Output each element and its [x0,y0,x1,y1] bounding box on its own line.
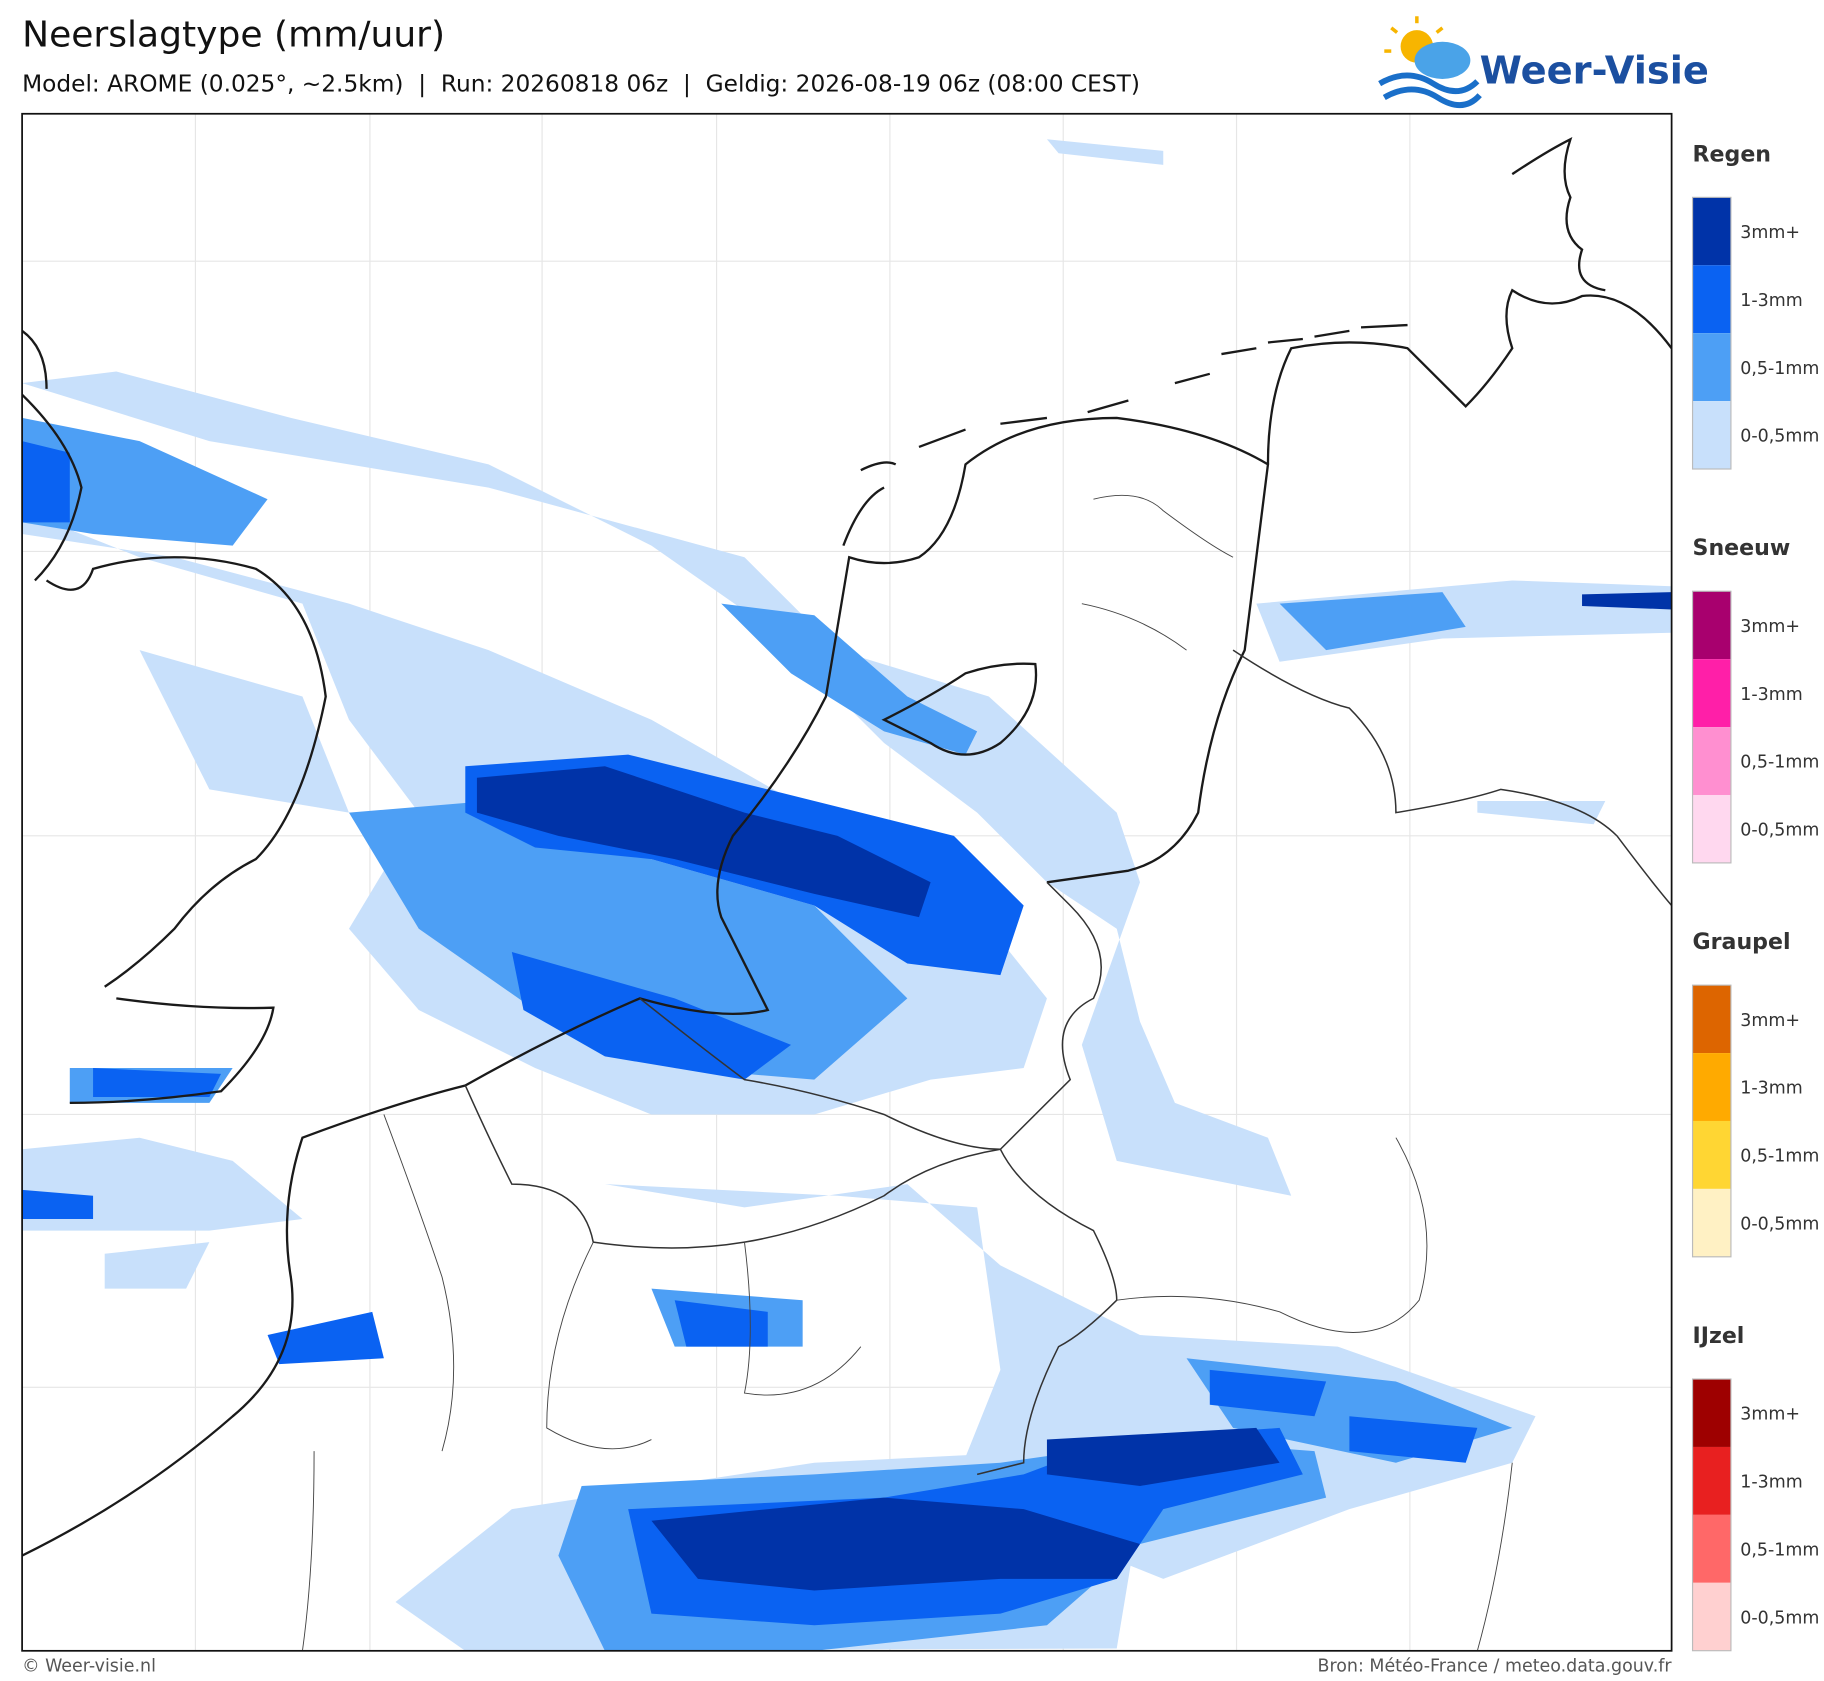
legend-swatch [1692,1582,1731,1651]
legend-swatch [1692,333,1731,402]
legend-title: IJzel [1693,1324,1745,1349]
legend-label: 1-3mm [1740,685,1802,705]
subtitle: Model: AROME (0.025°, ~2.5km) | Run: 202… [22,71,1140,98]
legend-label: 1-3mm [1740,291,1802,311]
legend-swatch [1692,401,1731,470]
legend-label: 3mm+ [1740,1405,1800,1425]
map [22,113,1672,1651]
legend-swatch [1692,1053,1731,1121]
legend-box [1691,1378,1732,1652]
logo: Weer-Visie [1378,16,1709,108]
legend-title: Graupel [1693,930,1791,955]
logo-text: Weer-Visie [1480,49,1709,94]
legend-box [1691,984,1732,1258]
legend-label: 0,5-1mm [1740,1147,1819,1167]
legend-label: 0-0,5mm [1740,427,1819,447]
legend-label: 3mm+ [1740,1011,1800,1031]
footer-left: © Weer-visie.nl [22,1657,156,1677]
legend-label: 0,5-1mm [1740,359,1819,379]
legend-label: 1-3mm [1740,1473,1802,1493]
legend-swatch [1692,1379,1731,1447]
legend-swatch [1692,1514,1731,1583]
precipitation [22,139,1672,1651]
legend-swatch [1692,985,1731,1054]
coastlines [22,137,1672,1557]
legend: Regen 3mm+ 1-3mm 0,5-1mm 0-0,5mm Sneeuw 3mm+ 1-… [1691,142,1819,1652]
legend-swatch [1692,1188,1731,1257]
legend-swatch [1692,727,1731,795]
legend-swatch [1692,1120,1731,1189]
legend-box [1691,196,1732,470]
legend-label: 3mm+ [1740,617,1800,637]
legend-swatch [1692,794,1731,863]
borders [464,649,1672,1476]
legend-swatch [1692,591,1731,660]
legend-swatch [1692,265,1731,334]
legend-title: Regen [1693,142,1772,167]
legend-label: 3mm+ [1740,223,1800,243]
legend-label: 1-3mm [1740,1079,1802,1099]
legend-box [1691,590,1732,864]
legend-swatch [1692,1446,1731,1515]
legend-label: 0,5-1mm [1740,1541,1819,1561]
footer-right: Bron: Météo-France / meteo.data.gouv.fr [1318,1657,1673,1677]
title: Neerslagtype (mm/uur) [22,14,445,55]
legend-label: 0-0,5mm [1740,1215,1819,1235]
legend-label: 0-0,5mm [1740,1608,1819,1628]
map-frame [21,112,1673,1652]
legend-label: 0-0,5mm [1740,821,1819,841]
legend-title: Sneeuw [1693,536,1791,561]
legend-swatch [1692,659,1731,728]
legend-swatch [1692,197,1731,266]
regions [301,494,1513,1651]
legend-label: 0,5-1mm [1740,753,1819,773]
